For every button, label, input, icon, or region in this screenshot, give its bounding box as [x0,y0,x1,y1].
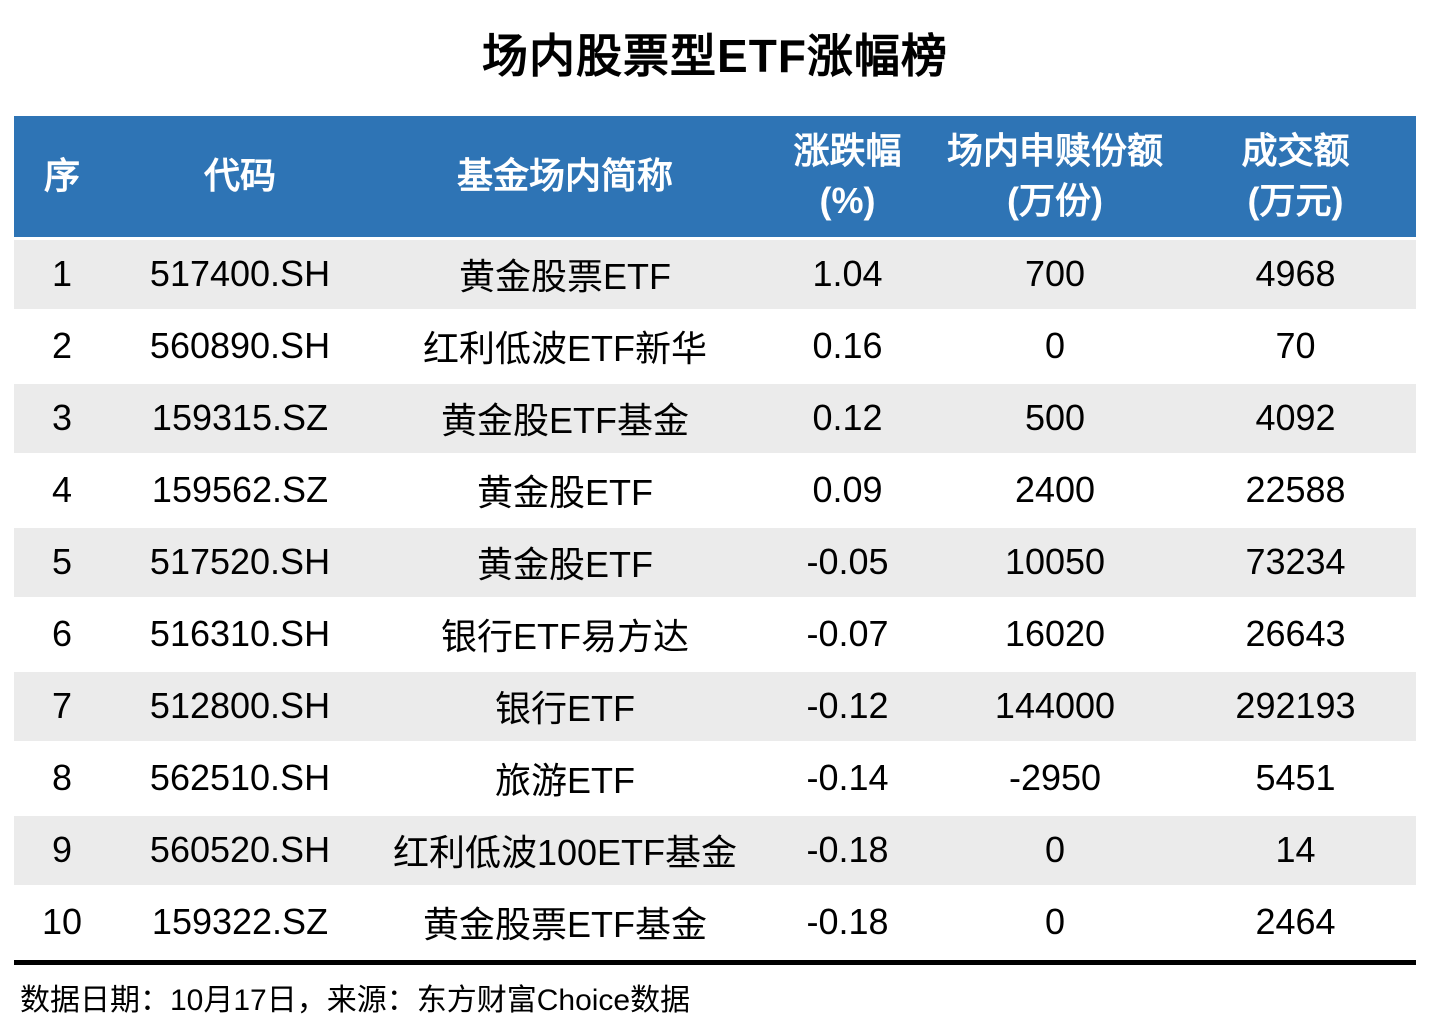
table-head: 序 代码 基金场内简称 涨跌幅 (%) 场内申赎份额 (万份) 成交额 (万元) [14,116,1416,240]
cell-name: 红利低波100ETF基金 [370,814,760,888]
column-header-change: 涨跌幅 (%) [760,116,935,240]
cell-shares: 0 [935,310,1175,384]
cell-seq: 5 [14,526,110,600]
column-header-line: 代码 [203,155,276,197]
table-row: 5 517520.SH 黄金股ETF -0.05 10050 73234 [14,526,1416,600]
cell-turnover: 14 [1175,814,1416,888]
cell-change: -0.05 [760,526,935,600]
cell-change: 1.04 [760,238,935,312]
cell-change: -0.18 [760,886,935,960]
cell-shares: 2400 [935,454,1175,528]
cell-code: 517400.SH [110,238,370,312]
column-header-line: (万元) [1247,180,1344,222]
table-body: 1 517400.SH 黄金股票ETF 1.04 700 4968 2 560890.SH 红利… [14,238,1416,960]
cell-code: 512800.SH [110,670,370,744]
cell-change: 0.12 [760,382,935,456]
cell-name: 黄金股ETF基金 [370,382,760,456]
page-title: 场内股票型ETF涨幅榜 [482,30,948,82]
footer-divider [14,959,1416,965]
footer-note: 数据日期：10月17日，来源：东方财富Choice数据 [20,983,691,1017]
cell-shares: 0 [935,886,1175,960]
cell-turnover: 5451 [1175,742,1416,816]
cell-seq: 9 [14,814,110,888]
table-row: 7 512800.SH 银行ETF -0.12 144000 292193 [14,670,1416,744]
column-header-line: (万份) [1007,180,1103,222]
column-header-line: 场内申赎份额 [946,129,1163,171]
cell-seq: 10 [14,886,110,960]
table-row: 9 560520.SH 红利低波100ETF基金 -0.18 0 14 [14,814,1416,888]
cell-code: 560520.SH [110,814,370,888]
cell-shares: 144000 [935,670,1175,744]
cell-shares: 500 [935,382,1175,456]
cell-change: -0.14 [760,742,935,816]
cell-shares: -2950 [935,742,1175,816]
cell-change: -0.18 [760,814,935,888]
cell-name: 黄金股票ETF基金 [370,886,760,960]
cell-turnover: 4092 [1175,382,1416,456]
cell-name: 银行ETF易方达 [370,598,760,672]
cell-turnover: 73234 [1175,526,1416,600]
table-row: 10 159322.SZ 黄金股票ETF基金 -0.18 0 2464 [14,886,1416,960]
cell-seq: 8 [14,742,110,816]
cell-change: 0.09 [760,454,935,528]
cell-turnover: 70 [1175,310,1416,384]
cell-seq: 3 [14,382,110,456]
cell-shares: 0 [935,814,1175,888]
cell-turnover: 22588 [1175,454,1416,528]
table-header-row: 序 代码 基金场内简称 涨跌幅 (%) 场内申赎份额 (万份) 成交额 (万元) [14,116,1416,240]
cell-seq: 4 [14,454,110,528]
column-header-line: (%) [819,180,876,222]
cell-name: 黄金股ETF [370,526,760,600]
column-header-seq: 序 [14,116,110,240]
cell-code: 159322.SZ [110,886,370,960]
cell-code: 159315.SZ [110,382,370,456]
table-row: 8 562510.SH 旅游ETF -0.14 -2950 5451 [14,742,1416,816]
cell-turnover: 2464 [1175,886,1416,960]
cell-shares: 700 [935,238,1175,312]
column-header-line: 基金场内简称 [456,155,673,197]
table-row: 6 516310.SH 银行ETF易方达 -0.07 16020 26643 [14,598,1416,672]
table-row: 4 159562.SZ 黄金股ETF 0.09 2400 22588 [14,454,1416,528]
cell-name: 红利低波ETF新华 [370,310,760,384]
cell-shares: 10050 [935,526,1175,600]
cell-shares: 16020 [935,598,1175,672]
cell-code: 159562.SZ [110,454,370,528]
column-header-code: 代码 [110,116,370,240]
cell-turnover: 4968 [1175,238,1416,312]
cell-change: -0.07 [760,598,935,672]
column-header-line: 序 [43,155,80,197]
cell-seq: 2 [14,310,110,384]
cell-name: 黄金股ETF [370,454,760,528]
cell-change: -0.12 [760,670,935,744]
cell-turnover: 292193 [1175,670,1416,744]
cell-code: 516310.SH [110,598,370,672]
cell-name: 黄金股票ETF [370,238,760,312]
cell-name: 旅游ETF [370,742,760,816]
column-header-turnover: 成交额 (万元) [1175,116,1416,240]
cell-turnover: 26643 [1175,598,1416,672]
etf-ranking-table: 序 代码 基金场内简称 涨跌幅 (%) 场内申赎份额 (万份) 成交额 (万元) 1 517400… [14,116,1416,960]
cell-code: 517520.SH [110,526,370,600]
cell-seq: 1 [14,238,110,312]
cell-seq: 6 [14,598,110,672]
table-row: 3 159315.SZ 黄金股ETF基金 0.12 500 4092 [14,382,1416,456]
column-header-shares: 场内申赎份额 (万份) [935,116,1175,240]
column-header-line: 成交额 [1241,129,1350,171]
cell-code: 560890.SH [110,310,370,384]
table-row: 1 517400.SH 黄金股票ETF 1.04 700 4968 [14,238,1416,312]
cell-change: 0.16 [760,310,935,384]
cell-seq: 7 [14,670,110,744]
table-row: 2 560890.SH 红利低波ETF新华 0.16 0 70 [14,310,1416,384]
column-header-line: 涨跌幅 [793,129,902,171]
cell-name: 银行ETF [370,670,760,744]
cell-code: 562510.SH [110,742,370,816]
column-header-name: 基金场内简称 [370,116,760,240]
